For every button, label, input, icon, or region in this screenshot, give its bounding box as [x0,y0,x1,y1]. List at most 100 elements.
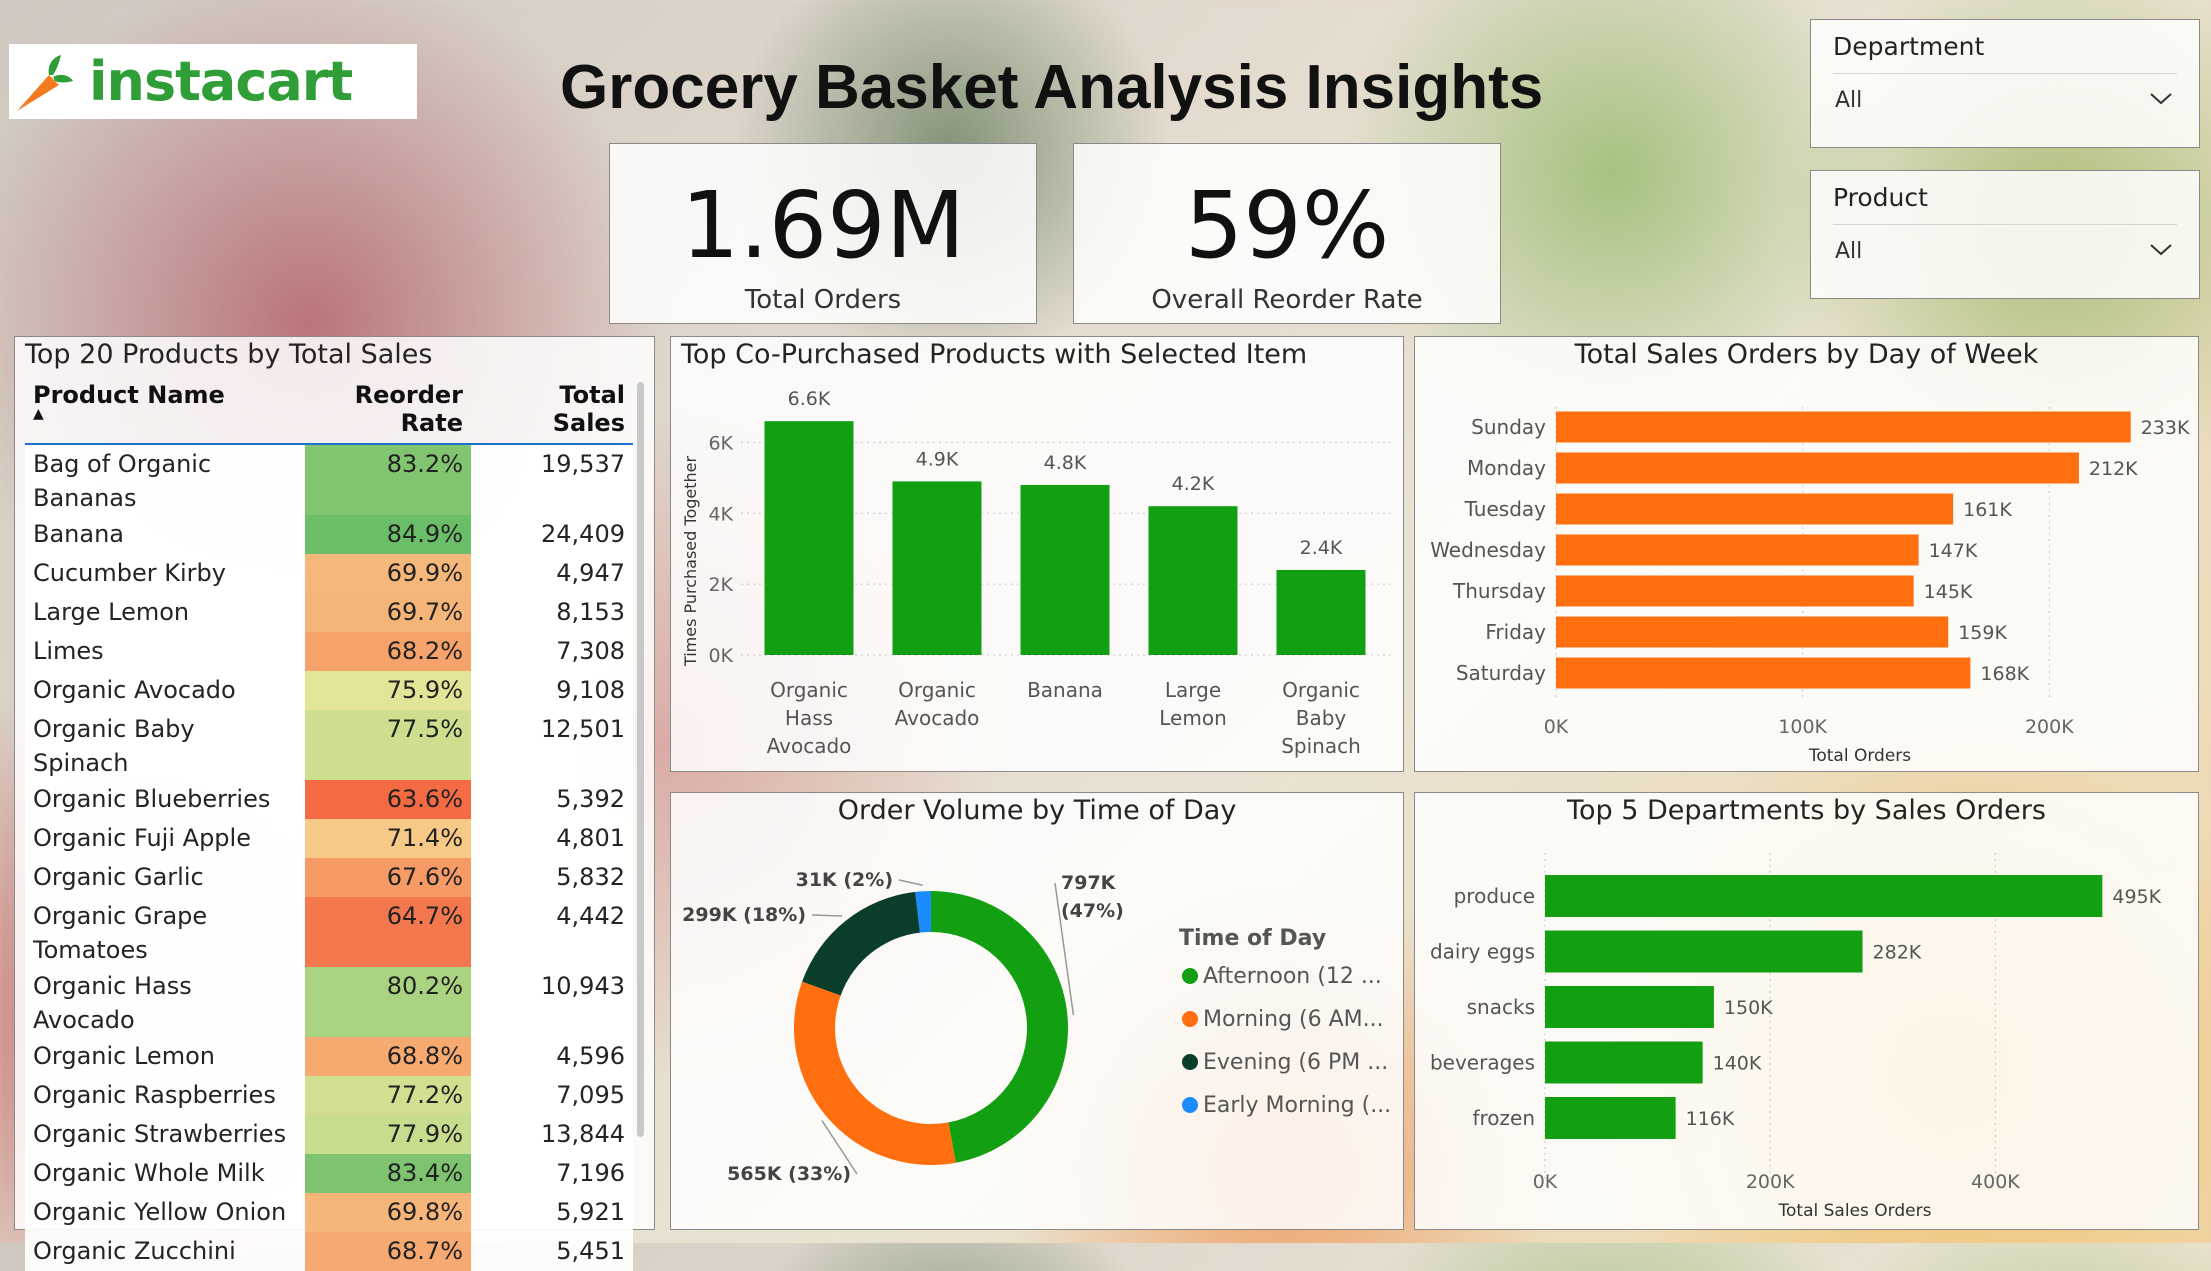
table-row[interactable]: Organic Blueberries 63.6% 5,392 [25,780,633,819]
total-sales-cell: 19,537 [471,444,633,515]
chevron-down-icon[interactable] [2149,92,2173,106]
data-label: 147K [1929,540,1978,562]
donut-slice [931,891,1068,1163]
leader-line [898,879,923,886]
donut-slice [794,981,956,1165]
bar [1276,569,1366,655]
table-row[interactable]: Banana 84.9% 24,409 [25,515,633,554]
product-name-cell: Large Lemon [25,593,305,632]
table-row[interactable]: Cucumber Kirby 69.9% 4,947 [25,554,633,593]
total-sales-cell: 10,943 [471,967,633,1037]
product-name-cell: Organic Avocado [25,671,305,710]
table-row[interactable]: Large Lemon 69.7% 8,153 [25,593,633,632]
slicer-title: Product [1833,183,1928,212]
table-row[interactable]: Organic Hass Avocado 80.2% 10,943 [25,967,633,1037]
x-tick-label: Organic [1282,678,1360,702]
total-sales-cell: 7,095 [471,1076,633,1115]
kpi-label: Total Orders [744,285,902,315]
y-tick-label: 4K [708,503,733,525]
product-name-cell: Organic Fuji Apple [25,819,305,858]
chevron-down-icon[interactable] [2149,243,2173,257]
table-row[interactable]: Organic Yellow Onion 69.8% 5,921 [25,1193,633,1232]
x-tick-label: 200K [2025,716,2074,738]
bar [1556,616,1949,648]
sort-ascending-icon[interactable]: ▲ [33,406,44,422]
table-row[interactable]: Organic Whole Milk 83.4% 7,196 [25,1154,633,1193]
table-row[interactable]: Organic Avocado 75.9% 9,108 [25,671,633,710]
kpi-value: 1.69M [680,172,966,279]
product-dropdown-value[interactable]: All [1835,239,1863,264]
brand-name: instacart [89,50,353,113]
reorder-rate-cell: 68.2% [305,632,471,671]
reorder-rate-cell: 83.4% [305,1154,471,1193]
table-row[interactable]: Organic Lemon 68.8% 4,596 [25,1037,633,1076]
x-tick-label: 400K [1971,1171,2020,1193]
reorder-rate-cell: 67.6% [305,858,471,897]
x-tick-label: Banana [1027,678,1103,702]
table-row[interactable]: Organic Fuji Apple 71.4% 4,801 [25,819,633,858]
data-label: 145K [1924,581,1973,603]
reorder-rate-cell: 68.7% [305,1232,471,1271]
page-title: Grocery Basket Analysis Insights [560,53,1544,122]
column-header-product-name[interactable]: Product Name ▲ [25,377,305,445]
legend-item: Evening (6 PM ... [1203,1050,1388,1075]
table-row[interactable]: Organic Grape Tomatoes 64.7% 4,442 [25,897,633,967]
departments-chart-panel: Top 5 Departments by Sales Orders 0K 200K… [1414,792,2199,1230]
legend-marker [1182,1097,1198,1113]
data-label: 797K [1061,872,1117,894]
bar [1556,657,1971,689]
data-label: 4.2K [1172,473,1215,495]
total-sales-cell: 7,308 [471,632,633,671]
x-tick-label: 0K [1533,1171,1558,1193]
reorder-rate-cell: 63.6% [305,780,471,819]
total-sales-cell: 13,844 [471,1115,633,1154]
leader-line [811,914,843,917]
y-tick-label: Thursday [1452,579,1546,603]
day-of-week-bar-chart: 0K 100K 200K Total Orders Sunday 233K Monday 21… [1430,407,2190,766]
data-label: 233K [2141,417,2190,439]
product-name-cell: Organic Baby Spinach [25,710,305,780]
column-header-reorder-rate[interactable]: Reorder Rate [305,377,471,445]
y-axis-label: Times Purchased Together [681,456,700,668]
data-label: (47%) [1061,900,1124,922]
total-sales-cell: 4,442 [471,897,633,967]
department-slicer[interactable]: Department All [1810,19,2200,148]
instacart-logo: instacart [9,44,417,119]
table-row[interactable]: Organic Raspberries 77.2% 7,095 [25,1076,633,1115]
donut-slice [915,891,931,933]
data-label: 2.4K [1300,537,1343,559]
reorder-rate-cell: 64.7% [305,897,471,967]
x-axis-label: Total Orders [1808,746,1911,766]
product-name-cell: Organic Strawberries [25,1115,305,1154]
y-tick-label: snacks [1467,995,1535,1019]
carrot-icon [17,54,73,111]
donut-slice [802,891,920,996]
data-label: 150K [1724,997,1773,1019]
leader-line [1054,882,1075,1016]
column-header-total-sales[interactable]: Total Sales [471,377,633,445]
x-axis-label: Total Sales Orders [1778,1201,1932,1221]
legend-title: Time of Day [1179,926,1326,951]
legend-marker [1182,1054,1198,1070]
product-slicer[interactable]: Product All [1810,170,2200,299]
total-sales-cell: 9,108 [471,671,633,710]
table-row[interactable]: Bag of Organic Bananas 83.2% 19,537 [25,444,633,515]
data-label: 299K (18%) [682,904,806,926]
table-row[interactable]: Organic Strawberries 77.9% 13,844 [25,1115,633,1154]
table-row[interactable]: Organic Zucchini 68.7% 5,451 [25,1232,633,1271]
chart-title: Total Sales Orders by Day of Week [1574,339,2039,370]
table-scrollbar[interactable] [637,382,644,1137]
bar [1545,986,1714,1028]
chart-title: Top 5 Departments by Sales Orders [1567,795,2046,826]
product-name-cell: Organic Hass Avocado [25,967,305,1037]
y-tick-label: Wednesday [1430,538,1546,562]
slicer-title: Department [1833,32,1985,61]
total-sales-cell: 5,392 [471,780,633,819]
product-name-cell: Organic Yellow Onion [25,1193,305,1232]
table-row[interactable]: Limes 68.2% 7,308 [25,632,633,671]
table-row[interactable]: Organic Garlic 67.6% 5,832 [25,858,633,897]
y-tick-label: Friday [1485,620,1546,644]
department-dropdown-value[interactable]: All [1835,88,1863,113]
reorder-rate-cell: 77.2% [305,1076,471,1115]
table-row[interactable]: Organic Baby Spinach 77.5% 12,501 [25,710,633,780]
